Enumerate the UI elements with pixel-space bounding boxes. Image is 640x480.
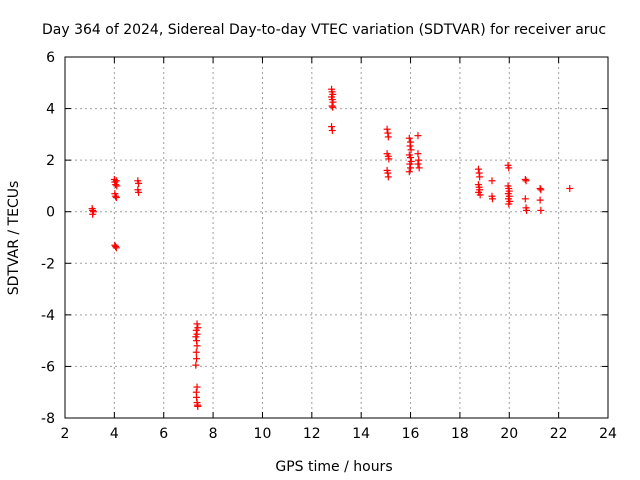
data-point: [385, 155, 393, 163]
data-point: [488, 195, 496, 203]
data-point: [112, 194, 120, 202]
data-point: [414, 150, 422, 158]
y-tick-label: 6: [46, 50, 55, 66]
data-point: [405, 134, 413, 142]
x-tick-label: 16: [402, 426, 420, 442]
data-point: [407, 164, 415, 172]
x-tick-label: 22: [550, 426, 568, 442]
data-point: [415, 156, 423, 164]
data-point: [113, 182, 121, 190]
data-point: [505, 200, 513, 208]
data-point: [522, 177, 530, 185]
y-tick-label: -4: [41, 308, 55, 324]
y-tick-label: 4: [46, 102, 55, 118]
x-tick-label: 18: [451, 426, 469, 442]
data-point: [384, 133, 392, 141]
plot-frame: [64, 56, 609, 419]
data-point: [537, 206, 545, 214]
y-tick-label: -2: [41, 256, 55, 272]
y-tick-label: -8: [41, 411, 55, 427]
data-point: [193, 355, 201, 363]
data-point: [383, 125, 391, 133]
y-axis-label: SDTVAR / TECUs: [6, 181, 22, 296]
data-point: [521, 195, 529, 203]
data-point: [193, 320, 201, 328]
chart-title: Day 364 of 2024, Sidereal Day-to-day VTE…: [42, 22, 606, 38]
data-point: [193, 383, 201, 391]
x-tick-label: 20: [500, 426, 518, 442]
data-point: [192, 348, 200, 356]
data-point: [328, 123, 336, 131]
x-tick-label: 4: [110, 426, 119, 442]
x-tick-label: 14: [352, 426, 370, 442]
x-tick-label: 8: [209, 426, 218, 442]
data-point: [192, 333, 200, 341]
data-point: [536, 196, 544, 204]
x-tick-label: 24: [599, 426, 617, 442]
data-point: [192, 326, 200, 334]
x-axis-label: GPS time / hours: [275, 459, 392, 475]
data-point: [476, 173, 484, 181]
data-point: [328, 102, 336, 110]
data-point: [407, 154, 415, 162]
data-points: [88, 85, 574, 410]
y-tick-label: -6: [41, 359, 55, 375]
x-tick-label: 2: [61, 426, 70, 442]
data-point: [521, 175, 529, 183]
data-point: [488, 177, 496, 185]
data-point: [328, 126, 336, 134]
data-point: [192, 361, 200, 369]
data-point: [407, 146, 415, 154]
data-point: [384, 173, 392, 181]
data-point: [112, 192, 120, 200]
data-point: [537, 186, 545, 194]
x-tick-label: 10: [254, 426, 272, 442]
data-point: [406, 142, 414, 150]
data-point: [135, 179, 143, 187]
data-point: [112, 181, 120, 189]
data-point: [505, 164, 513, 172]
data-point: [414, 160, 422, 168]
data-point: [536, 185, 544, 193]
data-point: [523, 206, 531, 214]
x-tick-label: 12: [303, 426, 321, 442]
x-tick-labels: 2 4 6 8 10 12 14 16 18 20 22 24: [61, 426, 617, 442]
grid-lines: [65, 57, 608, 418]
data-point: [194, 402, 202, 410]
x-tick-label: 6: [159, 426, 168, 442]
data-point: [405, 168, 413, 176]
y-tick-label: 2: [46, 153, 55, 169]
y-tick-label: 0: [46, 205, 55, 221]
data-point: [406, 160, 414, 168]
data-point: [566, 185, 574, 193]
data-point: [112, 243, 120, 251]
y-tick-labels: -8 -6 -4 -2 0 2 4 6: [41, 50, 55, 427]
data-point: [112, 244, 120, 252]
data-point: [415, 164, 423, 172]
data-point: [329, 103, 337, 111]
data-point: [414, 132, 422, 140]
axis-ticks: [64, 56, 609, 419]
data-point: [474, 165, 482, 173]
data-point: [193, 342, 201, 350]
data-point: [135, 188, 143, 196]
data-point: [476, 191, 484, 199]
data-point: [89, 210, 97, 218]
